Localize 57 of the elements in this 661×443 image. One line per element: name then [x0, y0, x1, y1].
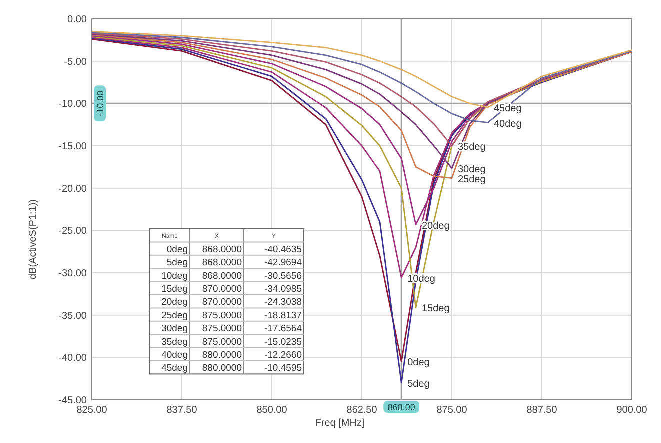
- annotation: -30.5656: [264, 270, 302, 282]
- annotation: 870.0000: [202, 297, 242, 308]
- annotation: 10deg: [162, 270, 188, 282]
- annotation: 0deg: [166, 244, 188, 256]
- annotation: 20deg: [162, 297, 188, 308]
- annotation: 25deg: [162, 310, 188, 322]
- x-tick-label: 837.50: [166, 405, 198, 416]
- x-tick-label: 887.50: [526, 405, 558, 416]
- y-tick-label: -15.00: [58, 142, 88, 152]
- annotation: 875.0000: [202, 336, 242, 348]
- y-tick-label: -25.00: [58, 226, 88, 238]
- annotation: 5deg: [166, 258, 188, 269]
- annotation: -12.2660: [264, 350, 302, 361]
- x-tick-label: 825.00: [76, 405, 108, 416]
- annotation: -34.0985: [264, 284, 302, 295]
- annotation: -24.3038: [264, 297, 302, 308]
- x-tick-label: 862.50: [346, 405, 378, 416]
- annotation: 0deg: [408, 358, 430, 369]
- ref-line-label: -10.00: [96, 90, 106, 116]
- x-tick-label: 900.00: [616, 405, 648, 416]
- annotation: -18.8137: [264, 310, 302, 322]
- annotation: -15.0235: [264, 336, 302, 348]
- y-tick-label: -30.00: [58, 268, 88, 280]
- annotation: 875.0000: [202, 324, 242, 335]
- y-tick-label: 0.00: [68, 14, 88, 26]
- annotation: 868.0000: [202, 270, 242, 282]
- y-tick-label: -40.00: [58, 353, 88, 364]
- y-tick-label: -20.00: [58, 184, 88, 195]
- annotation: 868.0000: [202, 244, 242, 256]
- y-tick-label: -45.00: [58, 396, 88, 406]
- annotation: 40deg: [162, 350, 188, 361]
- annotation: 15deg: [422, 304, 450, 315]
- ref-line-label: 868.00: [388, 402, 416, 412]
- annotation: 15deg: [162, 284, 188, 295]
- y-axis-title: dB(ActiveS(P1:1)): [28, 199, 39, 280]
- x-tick-label: 875.00: [436, 405, 468, 416]
- y-tick-label: -10.00: [58, 99, 88, 110]
- annotation: 45deg: [162, 363, 188, 374]
- annotation: 880.0000: [202, 363, 242, 374]
- annotation: -17.6564: [264, 324, 302, 335]
- annotation: -10.4595: [264, 363, 302, 374]
- annotation: 880.0000: [202, 350, 242, 361]
- annotation: 868.0000: [202, 258, 242, 269]
- annotation: 40deg: [494, 118, 522, 130]
- annotation: 30deg: [162, 324, 188, 335]
- y-tick-label: -35.00: [58, 310, 88, 322]
- x-axis-title: Freq [MHz]: [315, 418, 365, 429]
- annotation: 25deg: [458, 174, 486, 186]
- annotation: 870.0000: [202, 284, 242, 295]
- annotation: 30deg: [458, 164, 486, 176]
- annotation: 35deg: [162, 336, 188, 348]
- annotation: -42.9694: [264, 258, 302, 269]
- annotation: 875.0000: [202, 310, 242, 322]
- annotation: -40.4635: [264, 244, 302, 256]
- annotation: 5deg: [408, 378, 430, 390]
- x-tick-label: 850.00: [256, 405, 288, 416]
- y-tick-label: -5.00: [64, 56, 88, 68]
